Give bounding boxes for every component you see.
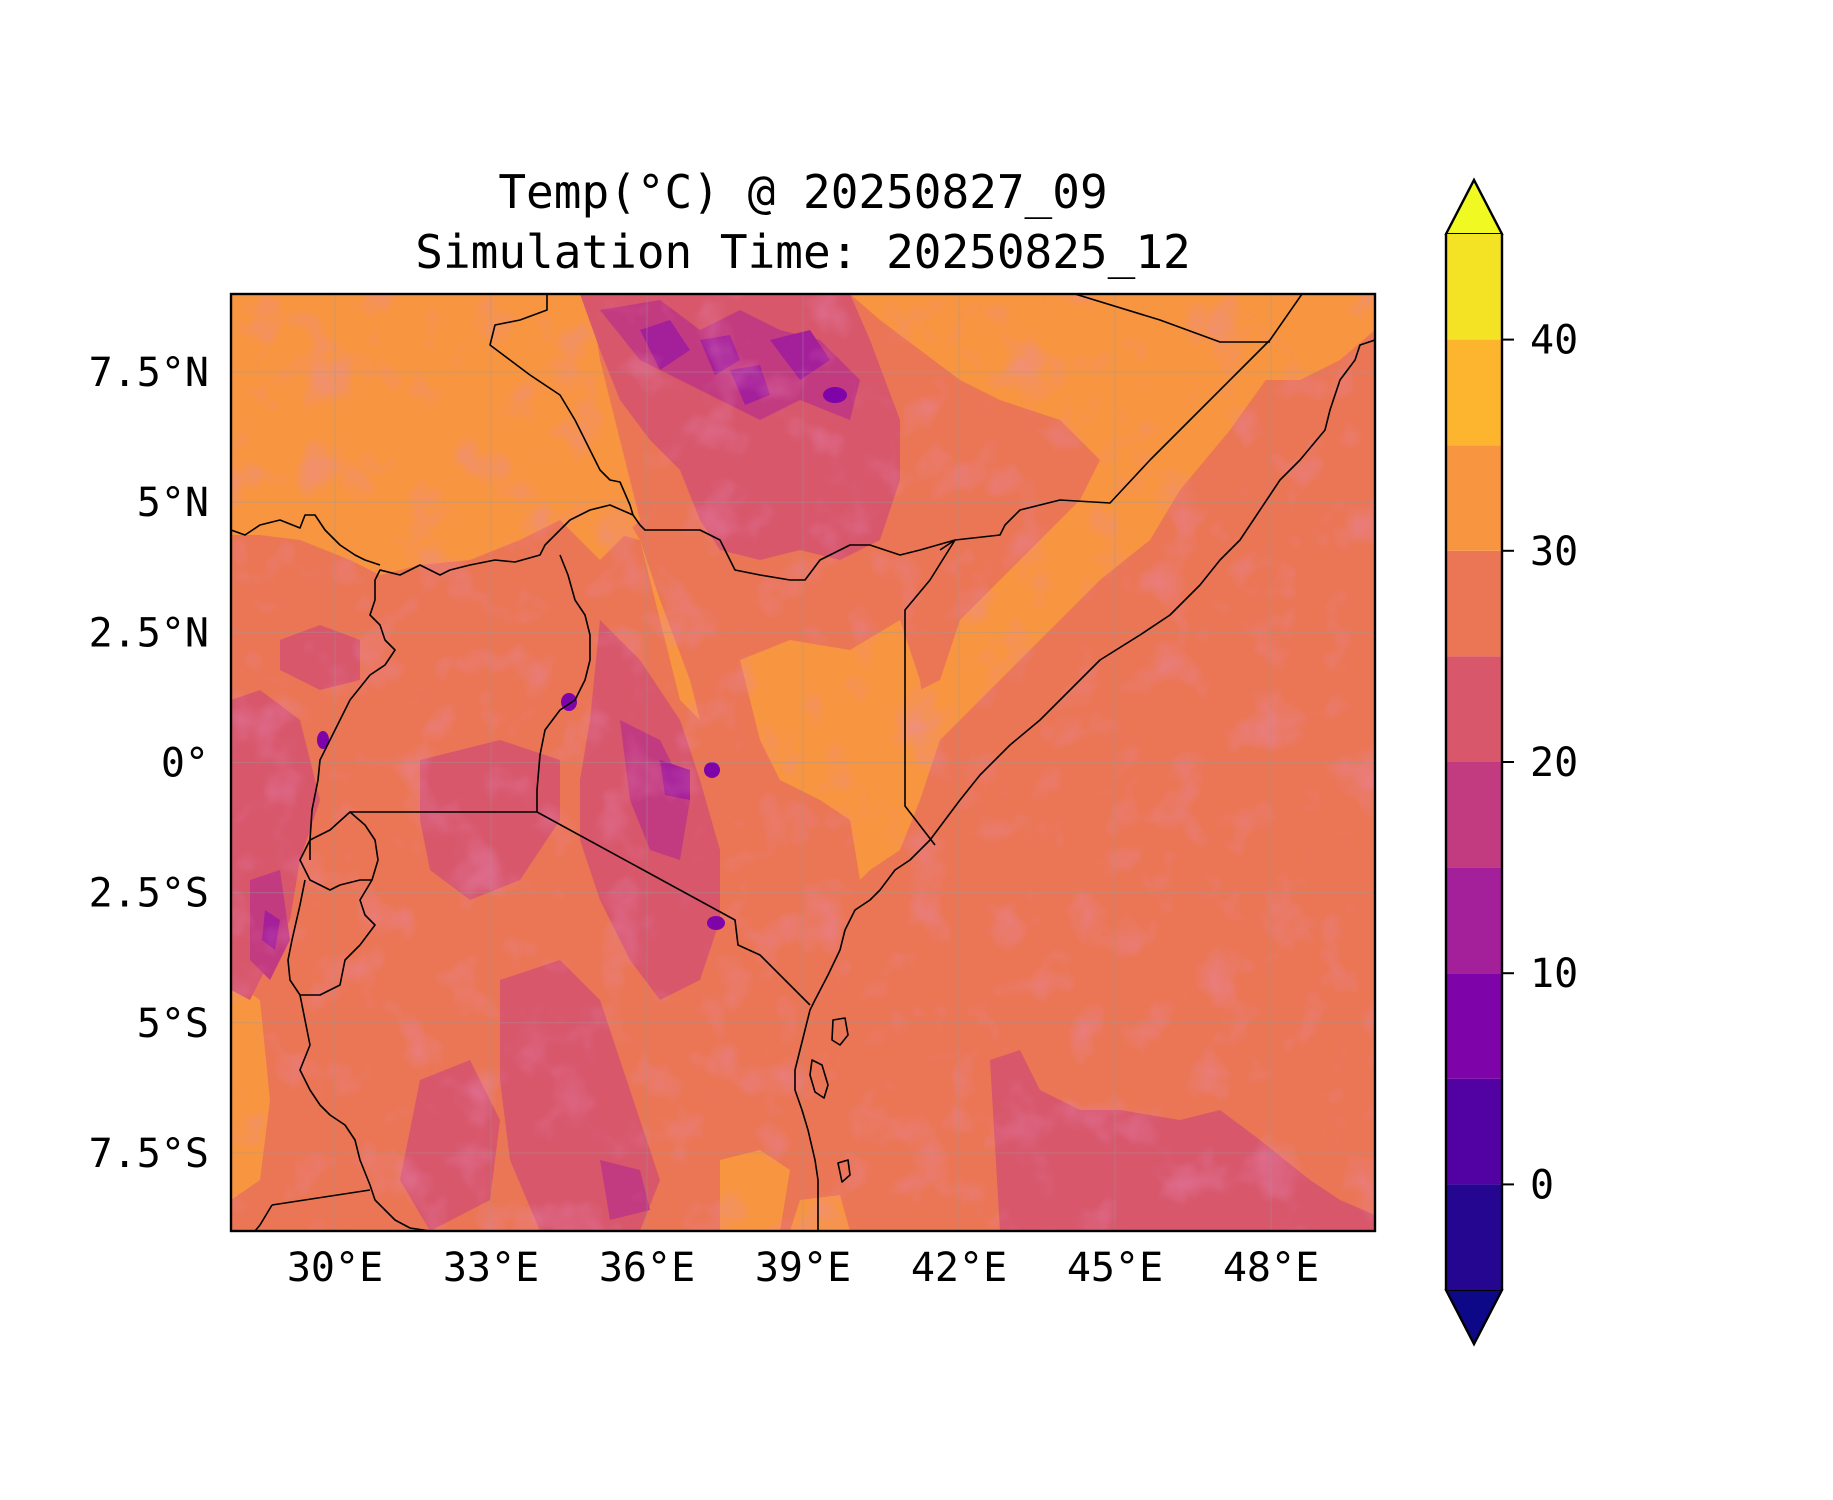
border-kenya-ethiopia bbox=[632, 514, 956, 581]
x-tick-label: 42°E bbox=[911, 1245, 1007, 1291]
y-tick-label: 5°N bbox=[137, 480, 209, 526]
map-panel bbox=[231, 294, 1375, 1231]
x-tick-label: 30°E bbox=[287, 1245, 383, 1291]
island-zanzibar bbox=[809, 1059, 829, 1099]
border-somaliland bbox=[1074, 294, 1270, 343]
colorbar-tick-label: 0 bbox=[1530, 1162, 1554, 1208]
colorbar-level-0 bbox=[1446, 1184, 1502, 1290]
x-tick-label: 48°E bbox=[1223, 1245, 1319, 1291]
colorbar-level-7 bbox=[1446, 445, 1502, 551]
y-tick-label: 0° bbox=[161, 741, 209, 787]
border-rwanda-burundi bbox=[287, 811, 379, 996]
border-zambia-tanzania bbox=[271, 1189, 371, 1206]
coastline bbox=[794, 339, 1375, 1231]
border-kenya-somalia bbox=[904, 539, 956, 846]
y-tick-label: 7.5°N bbox=[89, 350, 209, 396]
colorbar-tick-label: 20 bbox=[1530, 740, 1578, 786]
y-tick-label: 5°S bbox=[137, 1001, 209, 1047]
border-sudan-ethiopia bbox=[489, 294, 634, 516]
island-mafia bbox=[837, 1159, 851, 1183]
x-tick-label: 39°E bbox=[755, 1245, 851, 1291]
x-tick-label: 33°E bbox=[443, 1245, 539, 1291]
border-uganda-kenya bbox=[536, 554, 591, 812]
colorbar-tick-label: 30 bbox=[1530, 529, 1578, 575]
colorbar-level-9 bbox=[1446, 234, 1502, 340]
colorbar-outline bbox=[1444, 177, 1504, 1347]
border-ssudan-uganda bbox=[309, 504, 634, 860]
border-zambia-south bbox=[254, 1204, 273, 1231]
border-tanganyika bbox=[299, 994, 431, 1231]
colorbar-level-4 bbox=[1446, 762, 1502, 868]
colorbar-level-3 bbox=[1446, 867, 1502, 974]
y-axis: 7.5°N 5°N 2.5°N 0° 2.5°S 5°S 7.5°S bbox=[89, 350, 209, 1177]
x-tick-label: 36°E bbox=[599, 1245, 695, 1291]
y-tick-label: 7.5°S bbox=[89, 1131, 209, 1177]
gridlines bbox=[231, 294, 1375, 1231]
title-line-1: Temp(°C) @ 20250827_09 bbox=[498, 165, 1107, 219]
border-tanzania-north bbox=[350, 811, 811, 1006]
y-tick-label: 2.5°N bbox=[89, 610, 209, 656]
colorbar-tick-label: 10 bbox=[1530, 951, 1578, 997]
border-ssudan-west bbox=[231, 514, 381, 566]
y-tick-label: 2.5°S bbox=[89, 871, 209, 917]
coastlines-and-borders bbox=[231, 294, 1375, 1231]
colorbar-level-1 bbox=[1446, 1078, 1502, 1185]
field-texture bbox=[231, 294, 1375, 1231]
map-frame bbox=[229, 292, 1377, 1233]
colorbar-level-6 bbox=[1446, 550, 1502, 657]
border-ethiopia-somalia bbox=[939, 294, 1303, 551]
x-tick-label: 45°E bbox=[1067, 1245, 1163, 1291]
colorbar-tick-label: 40 bbox=[1530, 318, 1578, 364]
colorbar-level-2 bbox=[1446, 973, 1502, 1079]
island-pemba bbox=[831, 1017, 849, 1046]
colorbar-level-5 bbox=[1446, 656, 1502, 762]
colorbar-extend-max bbox=[1444, 177, 1504, 235]
colorbar: 0 10 20 30 40 bbox=[1444, 177, 1578, 1347]
x-axis: 30°E 33°E 36°E 39°E 42°E 45°E 48°E bbox=[287, 1245, 1319, 1291]
title-line-2: Simulation Time: 20250825_12 bbox=[415, 225, 1190, 279]
colorbar-extend-min bbox=[1444, 1289, 1504, 1347]
colorbar-level-8 bbox=[1446, 339, 1502, 446]
